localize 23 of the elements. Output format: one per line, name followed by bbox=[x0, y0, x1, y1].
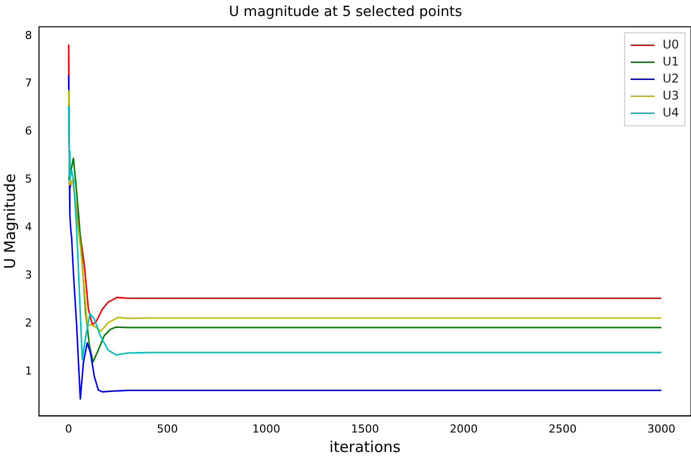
y-tick-label: 4 bbox=[25, 220, 32, 234]
y-tick-label: 6 bbox=[25, 124, 32, 138]
y-tick-label: 1 bbox=[25, 364, 32, 378]
y-tick-label: 7 bbox=[25, 76, 32, 90]
legend-label: U3 bbox=[662, 88, 680, 102]
legend-label: U1 bbox=[662, 54, 680, 68]
y-tick-label: 3 bbox=[25, 268, 32, 282]
legend-label: U4 bbox=[662, 105, 680, 120]
x-tick-label: 500 bbox=[156, 422, 178, 436]
chart-title: U magnitude at 5 selected points bbox=[228, 4, 462, 20]
y-tick-label: 2 bbox=[25, 316, 32, 330]
x-tick-label: 1500 bbox=[351, 422, 379, 436]
y-tick-label: 5 bbox=[25, 172, 32, 186]
x-tick-label: 3000 bbox=[647, 422, 676, 436]
x-tick-label: 2000 bbox=[450, 422, 478, 436]
x-axis-title: iterations bbox=[329, 438, 401, 456]
x-tick-label: 2500 bbox=[548, 422, 577, 436]
legend-label: U0 bbox=[662, 37, 680, 52]
y-axis-title: U Magnitude bbox=[0, 174, 19, 269]
x-tick-label: 1000 bbox=[252, 422, 280, 436]
x-tick-label: 0 bbox=[65, 422, 72, 436]
y-tick-label: 8 bbox=[25, 28, 32, 42]
legend-label: U2 bbox=[662, 71, 680, 86]
